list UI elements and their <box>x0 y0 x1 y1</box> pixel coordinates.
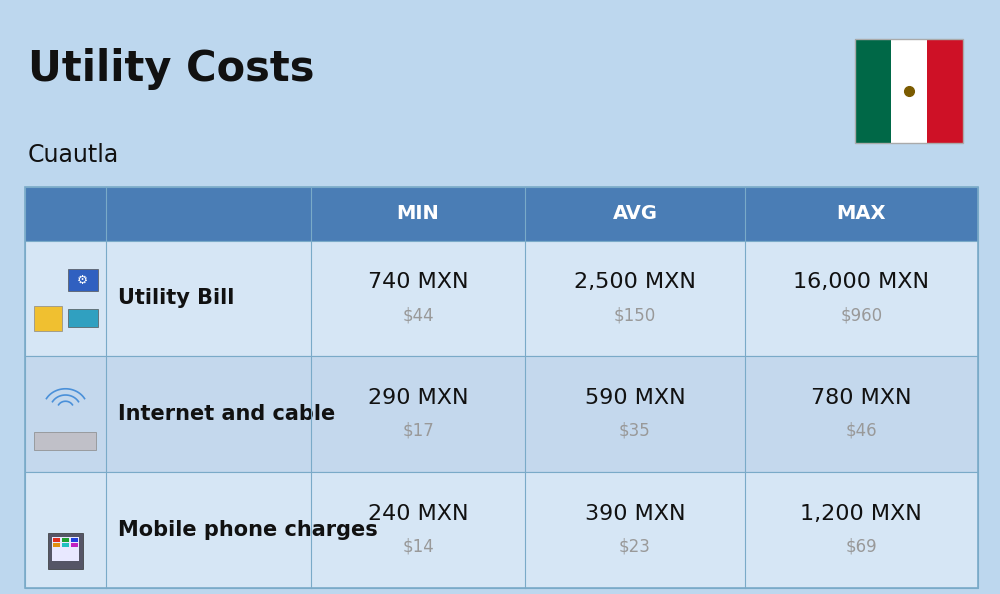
Text: 290 MXN: 290 MXN <box>368 388 468 407</box>
Bar <box>68 309 98 327</box>
Text: AVG: AVG <box>612 204 657 223</box>
Text: 1,200 MXN: 1,200 MXN <box>800 504 922 523</box>
Text: Internet and cable: Internet and cable <box>118 405 335 424</box>
Text: $46: $46 <box>845 422 877 440</box>
Text: $23: $23 <box>619 538 651 556</box>
Text: Utility Costs: Utility Costs <box>28 48 314 90</box>
Text: $44: $44 <box>402 306 434 324</box>
Text: 390 MXN: 390 MXN <box>585 504 685 523</box>
Text: $150: $150 <box>614 306 656 324</box>
Text: Mobile phone charges: Mobile phone charges <box>118 520 378 540</box>
Bar <box>25 356 978 472</box>
Bar <box>34 432 96 450</box>
Text: 2,500 MXN: 2,500 MXN <box>574 272 696 292</box>
Text: ⚙: ⚙ <box>77 274 88 286</box>
Text: 590 MXN: 590 MXN <box>585 388 685 407</box>
Bar <box>53 543 60 548</box>
Bar <box>62 543 69 548</box>
Text: 780 MXN: 780 MXN <box>811 388 912 407</box>
Bar <box>25 187 978 588</box>
Text: MIN: MIN <box>397 204 439 223</box>
Text: 240 MXN: 240 MXN <box>368 504 468 523</box>
Text: $35: $35 <box>619 422 651 440</box>
Bar <box>25 241 978 356</box>
Bar <box>62 538 69 542</box>
Text: $17: $17 <box>402 422 434 440</box>
Text: $14: $14 <box>402 538 434 556</box>
Text: MAX: MAX <box>837 204 886 223</box>
Text: $960: $960 <box>840 306 882 324</box>
Text: Utility Bill: Utility Bill <box>118 289 234 308</box>
Text: 16,000 MXN: 16,000 MXN <box>793 272 929 292</box>
Bar <box>52 537 79 561</box>
Bar <box>927 39 963 143</box>
Bar <box>891 39 927 143</box>
Bar <box>25 472 978 588</box>
Bar <box>48 533 83 568</box>
Text: $69: $69 <box>845 538 877 556</box>
Bar <box>855 39 963 143</box>
Bar <box>25 187 978 241</box>
Text: 740 MXN: 740 MXN <box>368 272 468 292</box>
Bar <box>855 39 891 143</box>
Bar <box>34 307 62 331</box>
Bar <box>68 268 98 291</box>
Text: Cuautla: Cuautla <box>28 143 119 166</box>
Bar <box>53 538 60 542</box>
Bar <box>71 543 78 548</box>
Bar <box>71 538 78 542</box>
